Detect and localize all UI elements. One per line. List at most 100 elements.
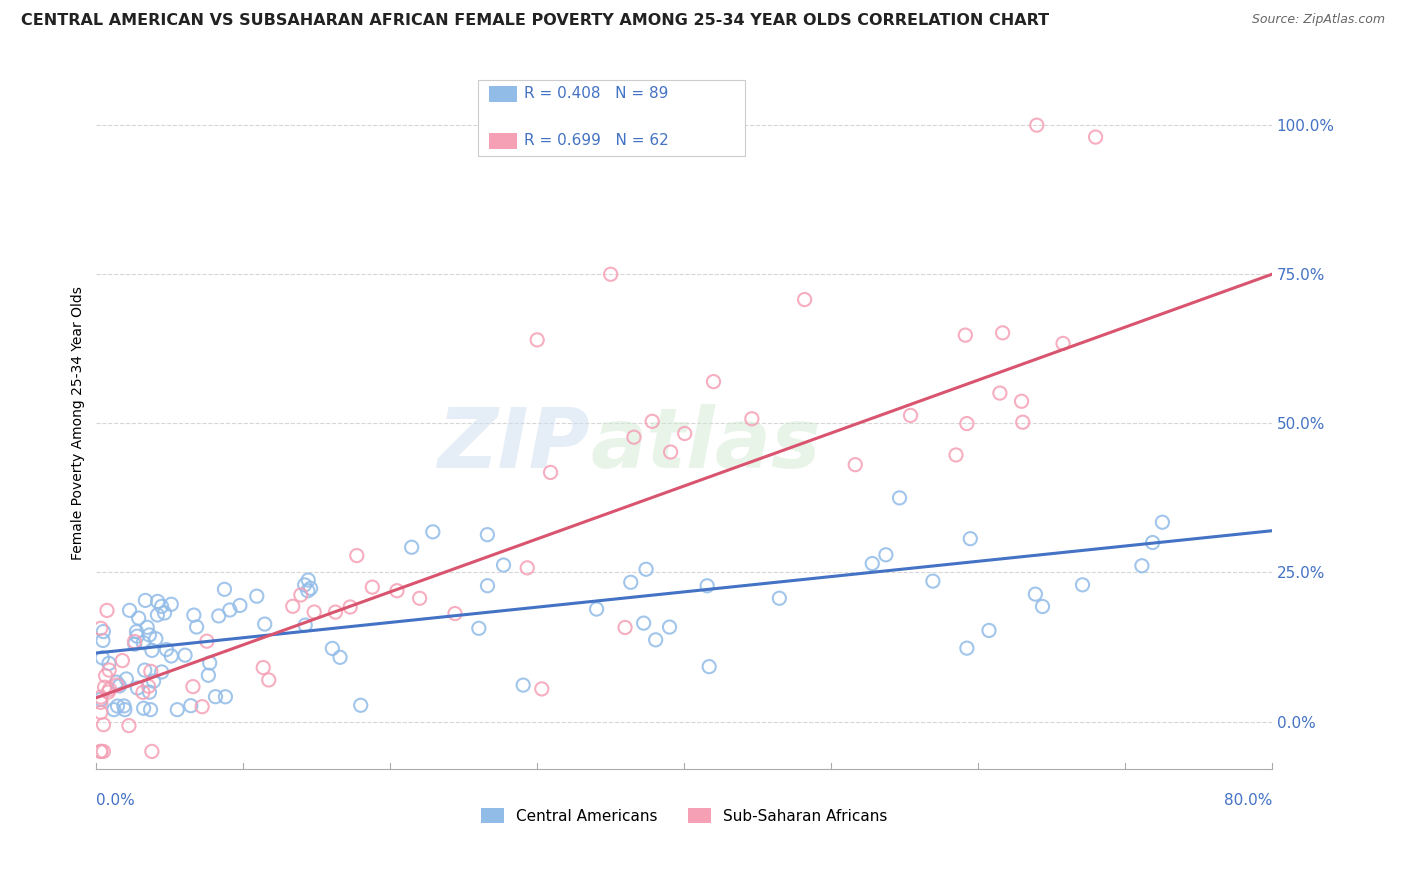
Point [94,669,117,683]
Point [955,328,977,343]
Point [620,575,643,590]
Point [132,685,155,699]
Point [1011,415,1033,429]
Point [346,549,368,563]
Point [422,524,444,539]
Text: 80.0%: 80.0% [1223,793,1272,808]
Point [160,648,183,663]
Point [208,609,231,624]
Point [107,699,129,714]
Point [181,680,204,694]
Point [1071,578,1094,592]
Point [93,624,115,639]
Point [118,603,141,617]
Point [793,293,815,307]
Point [138,628,160,642]
Point [141,744,163,758]
Point [132,701,155,715]
Point [197,668,219,682]
Point [526,333,548,347]
Point [540,466,562,480]
Point [468,621,491,635]
Point [90,744,112,758]
Point [658,620,681,634]
Text: ZIP: ZIP [437,403,591,484]
Point [641,414,664,428]
Point [889,491,911,505]
Point [697,659,720,673]
Point [136,620,159,634]
Point [124,634,146,648]
Point [321,641,343,656]
Point [97,685,120,699]
Point [585,602,607,616]
Point [1025,118,1047,132]
Point [138,679,160,693]
Point [105,675,128,690]
Point [90,692,112,706]
Point [191,699,214,714]
Point [294,578,316,592]
Point [125,624,148,639]
Point [1031,599,1053,614]
Point [91,651,114,665]
Point [408,591,430,606]
Point [945,448,967,462]
Point [492,558,515,572]
Point [290,588,312,602]
Point [294,618,316,632]
Point [93,680,115,694]
Legend: Central Americans, Sub-Saharan Africans: Central Americans, Sub-Saharan Africans [481,808,887,824]
Point [90,706,112,720]
Point [339,599,361,614]
Point [512,678,534,692]
Point [1052,336,1074,351]
Point [623,430,645,444]
Point [93,717,115,731]
Point [302,605,325,619]
Point [93,744,115,758]
Point [132,635,155,649]
Point [900,409,922,423]
Point [90,690,112,705]
Point [139,703,162,717]
Point [128,611,150,625]
Point [90,744,112,758]
Point [153,606,176,620]
Point [253,617,276,632]
Point [150,665,173,679]
Text: R = 0.408   N = 89: R = 0.408 N = 89 [524,87,669,101]
Point [98,663,121,677]
Point [516,561,538,575]
Point [1084,130,1107,145]
Point [195,634,218,648]
Point [150,599,173,614]
Point [636,562,658,576]
Point [127,629,149,643]
Point [112,698,135,713]
Point [91,633,114,648]
Point [988,386,1011,401]
Point [252,660,274,674]
Point [741,411,763,425]
Point [768,591,790,606]
Point [108,679,131,693]
Point [90,621,112,635]
Point [186,620,208,634]
Point [860,557,883,571]
Point [105,678,128,692]
Point [281,599,304,614]
Point [673,426,696,441]
Point [218,603,240,617]
Text: Source: ZipAtlas.com: Source: ZipAtlas.com [1251,13,1385,27]
Text: 0.0%: 0.0% [97,793,135,808]
Point [477,527,499,541]
Text: CENTRAL AMERICAN VS SUBSAHARAN AFRICAN FEMALE POVERTY AMONG 25-34 YEAR OLDS CORR: CENTRAL AMERICAN VS SUBSAHARAN AFRICAN F… [21,13,1049,29]
Point [134,593,156,607]
Point [204,690,226,704]
Point [118,718,141,732]
Point [956,641,979,656]
Point [702,375,724,389]
Point [297,573,319,587]
Point [139,665,162,679]
